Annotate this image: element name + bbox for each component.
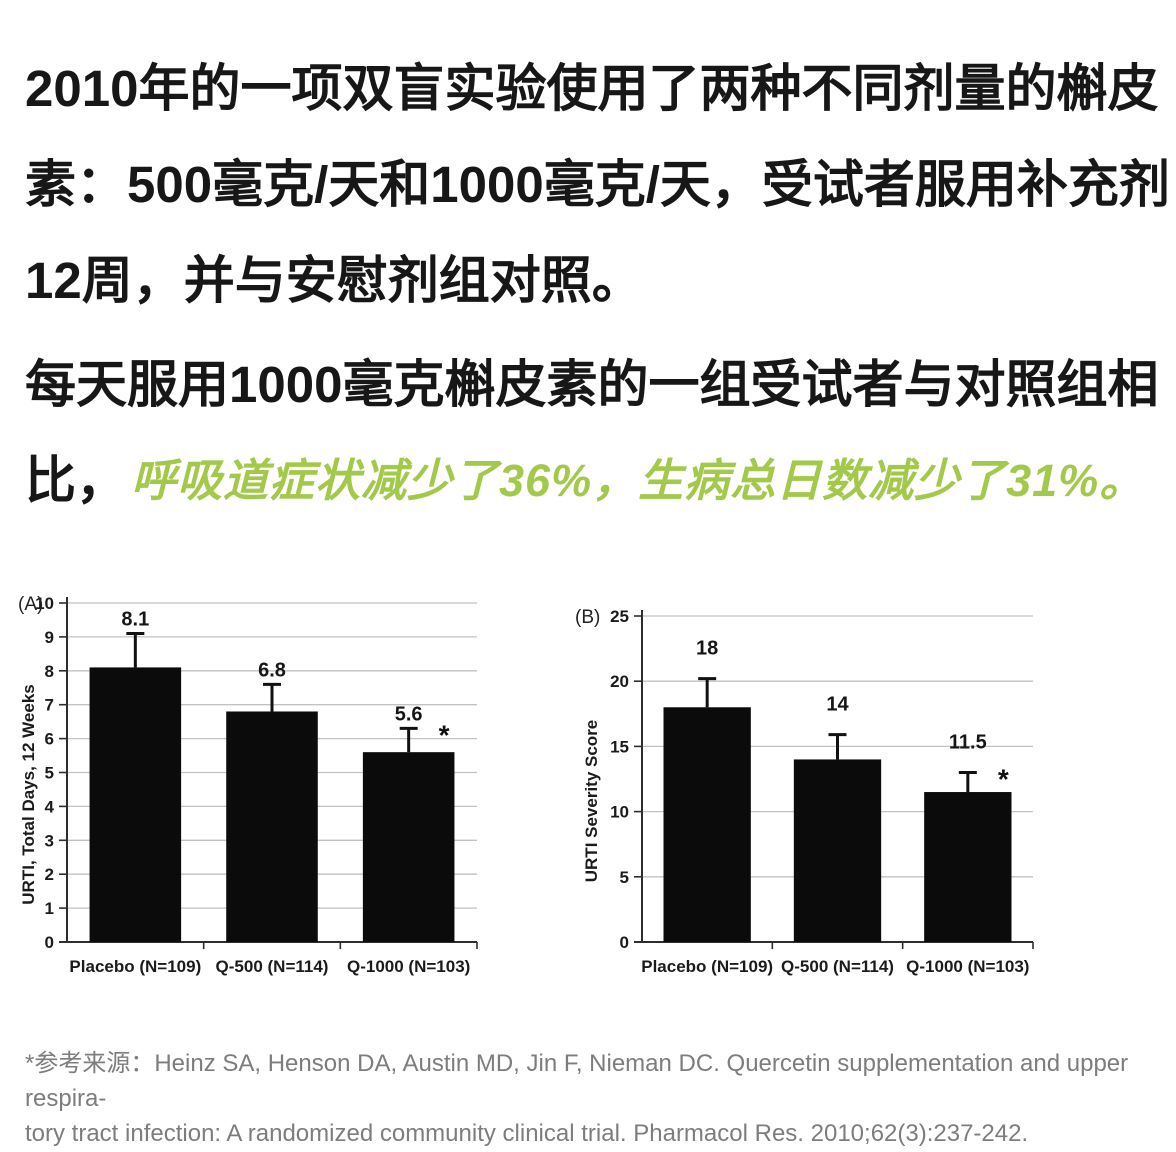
- intro-line-4-text: 每天服用1000毫克槲皮素的一组受试者与对照组相: [25, 356, 1159, 413]
- intro-line-3: 12周，并与安慰剂组对照。: [25, 228, 1165, 324]
- significance-asterisk: *: [998, 763, 1009, 794]
- data-label: 6.8: [258, 659, 286, 681]
- data-label: 8.1: [121, 609, 149, 631]
- y-tick-label: 5: [620, 868, 629, 887]
- y-tick-label: 15: [610, 737, 629, 756]
- y-tick-label: 10: [35, 594, 54, 613]
- y-tick-label: 1: [45, 899, 54, 918]
- y-tick-label: 0: [45, 933, 54, 952]
- category-label: Q-500 (N=114): [216, 957, 329, 976]
- panel-label: (B): [575, 607, 600, 628]
- chart-panel-a: 0 1 2 3 4 5 6 7 8 9 10 (A) URTI, Total Days, 12 Week…: [14, 583, 559, 1020]
- panel-label: (A): [18, 594, 43, 615]
- y-tick-label: 20: [610, 672, 629, 691]
- y-tick-label: 6: [45, 730, 54, 749]
- category-label: Q-1000 (N=103): [906, 957, 1029, 976]
- intro-line-2-text: 素：500毫克/天和1000毫克/天，受试者服用补充剂: [25, 156, 1170, 213]
- chart-panel-b: 0 5 10 15 20 25 (B) URTI Severity Score 18 Placeb…: [571, 583, 1161, 1020]
- significance-asterisk: *: [439, 719, 450, 750]
- intro-line-2: 素：500毫克/天和1000毫克/天，受试者服用补充剂: [25, 132, 1170, 228]
- y-tick-label: 10: [610, 803, 629, 822]
- category-label: Placebo (N=109): [641, 957, 773, 976]
- intro-line-5-prefix: 比，: [25, 452, 128, 509]
- data-label: 14: [826, 694, 849, 716]
- intro-line-1: 2010年的一项双盲实验使用了两种不同剂量的槲皮: [25, 36, 1165, 132]
- bar: [89, 667, 182, 942]
- y-axis-label: URTI, Total Days, 12 Weeks: [19, 684, 38, 904]
- bar: [663, 707, 751, 942]
- charts-row: 0 1 2 3 4 5 6 7 8 9 10 (A) URTI, Total Days, 12 Week…: [14, 583, 1161, 1020]
- bar: [362, 752, 455, 942]
- highlight-text: 呼吸道症状减少了36%，生病总日数减少了31%。: [131, 454, 1146, 506]
- intro-line-3-text: 12周，并与安慰剂组对照。: [25, 252, 643, 309]
- y-tick-label: 4: [45, 797, 55, 816]
- bar: [793, 759, 882, 942]
- y-tick-label: 9: [45, 628, 54, 647]
- bar: [924, 792, 1012, 942]
- footnote-line-1: *参考来源：Heinz SA, Henson DA, Austin MD, Ji…: [25, 1050, 1129, 1112]
- data-label: 5.6: [395, 703, 423, 725]
- y-tick-label: 3: [45, 831, 54, 850]
- bar-chart-b: 0 5 10 15 20 25 (B) URTI Severity Score 18 Placeb…: [575, 607, 1034, 976]
- intro-line-4: 每天服用1000毫克槲皮素的一组受试者与对照组相: [25, 332, 1165, 428]
- category-label: Q-1000 (N=103): [347, 957, 470, 976]
- y-tick-label: 7: [45, 696, 54, 715]
- y-tick-label: 25: [610, 607, 629, 626]
- bar: [226, 711, 318, 942]
- data-label: 18: [696, 638, 718, 660]
- data-label: 11.5: [949, 731, 987, 753]
- category-label: Placebo (N=109): [69, 957, 201, 976]
- y-tick-label: 5: [45, 764, 54, 783]
- y-axis-label: URTI Severity Score: [582, 720, 601, 883]
- y-tick-label: 2: [45, 865, 54, 884]
- intro-line-1-text: 2010年的一项双盲实验使用了两种不同剂量的槲皮: [25, 60, 1159, 117]
- footnote-line-2: tory tract infection: A randomized commu…: [25, 1120, 1029, 1147]
- intro-text-block: 2010年的一项双盲实验使用了两种不同剂量的槲皮 素：500毫克/天和1000毫…: [25, 36, 1170, 524]
- y-tick-label: 0: [620, 933, 629, 952]
- y-tick-label: 8: [45, 662, 54, 681]
- category-label: Q-500 (N=114): [781, 957, 894, 976]
- bar-chart-a: 0 1 2 3 4 5 6 7 8 9 10(A) URTI, Total Days, 12 Week…: [18, 594, 478, 976]
- footnote: *参考来源：Heinz SA, Henson DA, Austin MD, Ji…: [25, 1046, 1155, 1151]
- intro-line-5: 比， 呼吸道症状减少了36%，生病总日数减少了31%。: [25, 428, 1165, 524]
